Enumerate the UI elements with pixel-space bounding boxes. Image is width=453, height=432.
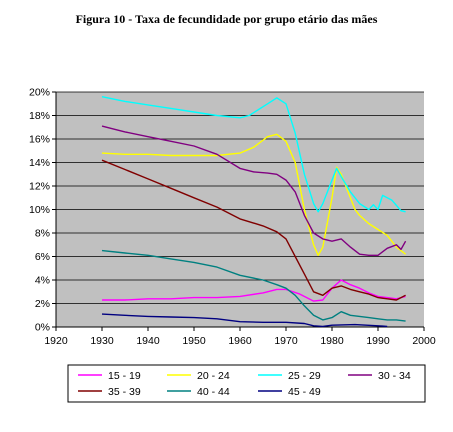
series-line-25-29 <box>101 96 406 213</box>
legend-label: 15 - 19 <box>108 370 141 382</box>
y-tick-label: 0% <box>35 322 50 334</box>
x-tick-label: 1990 <box>366 335 390 347</box>
series-line-20-24 <box>101 133 407 256</box>
legend-label: 45 - 49 <box>288 386 321 398</box>
y-tick-label: 6% <box>35 251 50 263</box>
legend-label: 30 - 34 <box>378 370 411 382</box>
legend-label: 40 - 44 <box>197 386 230 398</box>
series-line-40-44 <box>101 249 406 322</box>
series-line-30-34 <box>101 125 407 256</box>
chart-title: Figura 10 - Taxa de fecundidade por grup… <box>75 12 378 26</box>
legend-box <box>67 364 426 403</box>
x-tick-label: 1980 <box>320 335 344 347</box>
x-tick-label: 1930 <box>90 335 114 347</box>
legend-label: 35 - 39 <box>108 386 141 398</box>
series-line-15-19 <box>102 279 406 302</box>
y-tick-label: 16% <box>29 134 50 146</box>
x-tick-label: 1940 <box>136 335 160 347</box>
x-tick-label: 1960 <box>228 335 252 347</box>
y-tick-label: 14% <box>29 157 50 169</box>
x-tick-label: 2000 <box>412 335 436 347</box>
tick-labels: 0% 2% 4% 6% 8% 10% 12% 14% 16% 18% 20% 1920 1930 1940… <box>29 87 436 348</box>
series-lines <box>101 96 407 328</box>
x-tick-label: 1950 <box>182 335 206 347</box>
y-tick-label: 20% <box>29 87 50 99</box>
y-tick-label: 10% <box>29 204 50 216</box>
y-tick-label: 4% <box>35 275 50 287</box>
legend: 15 - 19 20 - 24 25 - 29 30 - 34 35 - 39 40 - … <box>67 364 426 403</box>
series-line-45-49 <box>101 313 388 328</box>
y-tick-label: 2% <box>35 298 50 310</box>
series-line-35-39 <box>101 159 406 301</box>
gridlines <box>56 91 424 304</box>
y-tick-label: 8% <box>35 228 50 240</box>
x-tick-label: 1970 <box>274 335 298 347</box>
y-tick-label: 12% <box>29 181 50 193</box>
x-tick-label: 1920 <box>44 335 68 347</box>
legend-label: 25 - 29 <box>288 370 321 382</box>
legend-label: 20 - 24 <box>197 370 230 382</box>
y-tick-label: 18% <box>29 110 50 122</box>
